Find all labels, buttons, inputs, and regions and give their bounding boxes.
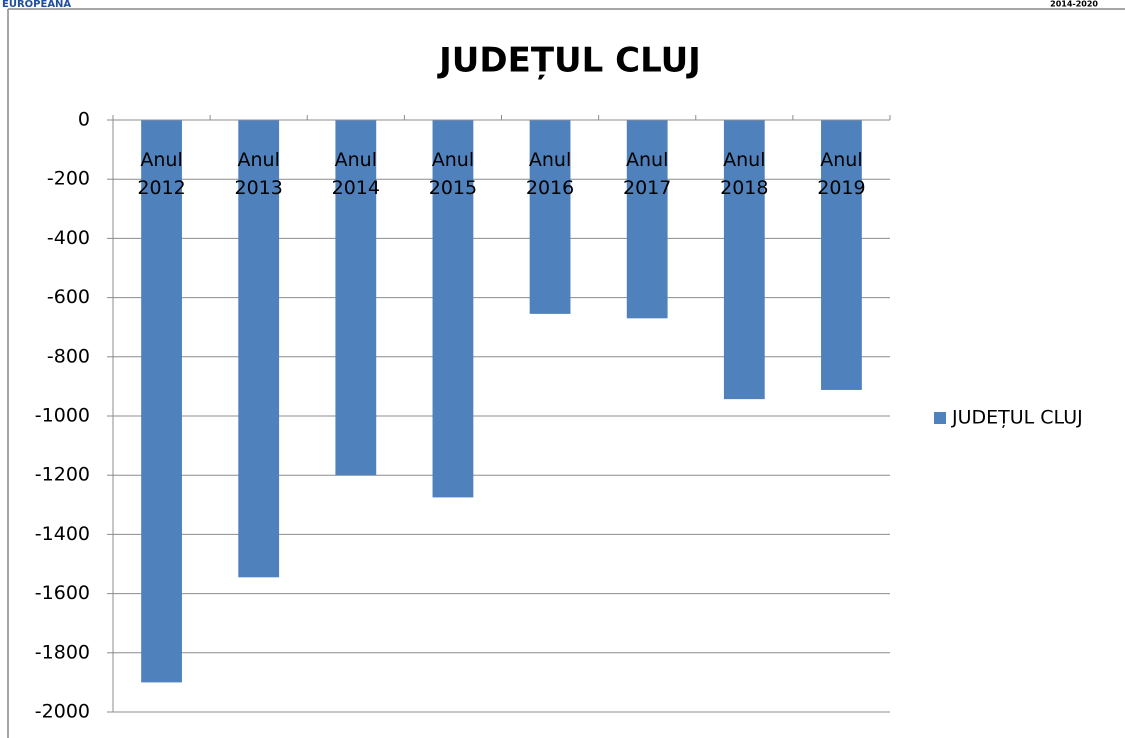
header-left: EUROPEANA [2,0,71,10]
legend-label: JUDEȚUL CLUJ [951,407,1083,429]
x-tick-label: Anul 2015 [429,149,477,199]
bar [238,120,280,578]
x-tick-label: Anul 2017 [623,149,671,199]
y-tick-label: -600 [47,286,90,308]
y-tick-label: -1000 [35,405,90,427]
bar [335,120,377,476]
bar [432,120,474,498]
y-tick-label: -1400 [35,523,90,545]
x-tick-label: Anul 2012 [137,149,185,199]
x-tick-label: Anul 2018 [720,149,768,199]
x-tick-label: Anul 2014 [332,149,380,199]
y-tick-label: -1600 [35,582,90,604]
y-tick-label: -1200 [35,464,90,486]
y-tick-label: -2000 [35,701,90,723]
header-right: 2014-2020 [1050,0,1098,9]
bar [529,120,571,314]
bar [723,120,765,400]
chart-title: JUDEȚUL CLUJ [437,41,701,81]
x-tick-label: Anul 2013 [235,149,283,199]
x-tick-label: Anul 2019 [817,149,865,199]
bar [821,120,862,390]
y-tick-label: -400 [47,227,90,249]
y-tick-label: -1800 [35,641,90,663]
bar [141,120,182,683]
x-tick-label: Anul 2016 [526,149,574,199]
y-tick-label: 0 [78,109,90,131]
y-tick-label: -200 [47,168,90,190]
bar [626,120,668,319]
legend-swatch [934,412,946,424]
y-tick-label: -800 [47,345,90,367]
